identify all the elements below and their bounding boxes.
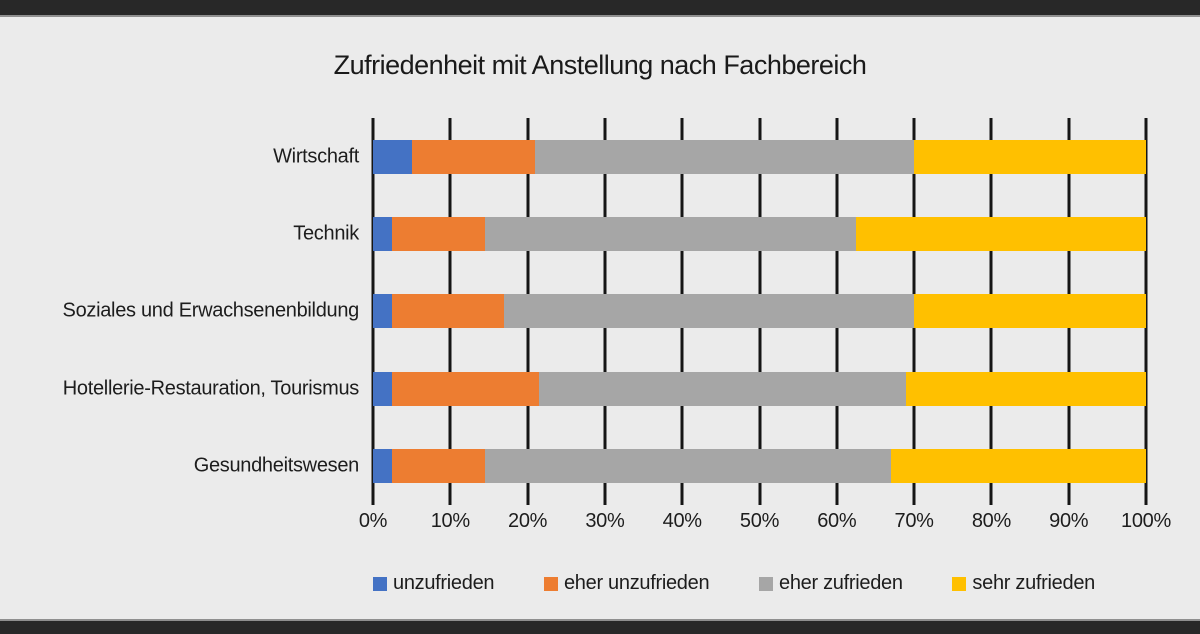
- bar-segment-unzufrieden: [373, 449, 393, 484]
- bar-segment-eher-zufrieden: [485, 217, 857, 252]
- x-tick-label-20: 20%: [508, 510, 548, 532]
- plot-area: Wirtschaft Technik Soziales und Erwachsene…: [63, 118, 1148, 505]
- bar-segment-unzufrieden: [373, 371, 393, 406]
- legend-label-eher-zufrieden: eher zufrieden: [779, 572, 903, 594]
- legend-label-unzufrieden: unzufrieden: [393, 572, 495, 594]
- bar-segment-sehr-zufrieden: [890, 449, 1146, 484]
- category-label-gesundheitswesen: Gesundheitswesen: [193, 454, 360, 477]
- stacked-bar-soziales-und-erwachsenenbildung: [373, 294, 1146, 329]
- legend-entry-eher-zufrieden: eher zufrieden: [759, 572, 903, 595]
- category-label-hotellerie-restauration-tourismus: Hotellerie-Restauration, Tourismus: [62, 377, 360, 400]
- x-tick-label-40: 40%: [662, 510, 702, 532]
- bar-row-gesundheitswesen: Gesundheitswesen: [194, 428, 1146, 505]
- x-axis: 0% 10% 20% 30% 40% 50% 60% 70% 80% 90% 100%: [359, 510, 1171, 538]
- bar-segment-eher-unzufrieden: [392, 371, 540, 406]
- legend-label-eher-unzufrieden: eher unzufrieden: [563, 572, 710, 594]
- x-tick-label-60: 60%: [817, 510, 857, 532]
- bar-segment-eher-zufrieden: [535, 139, 915, 174]
- category-label-technik: Technik: [293, 222, 359, 245]
- x-tick-label-70: 70%: [894, 510, 934, 532]
- bar-segment-eher-zufrieden: [504, 294, 915, 329]
- legend-swatch-sehr-zufrieden: [952, 576, 967, 591]
- x-tick-label-10: 10%: [430, 510, 470, 532]
- bar-segment-eher-zufrieden: [539, 371, 907, 406]
- legend-swatch-unzufrieden: [373, 576, 387, 591]
- stacked-bar-hotellerie-restauration-tourismus: [373, 371, 1146, 406]
- bar-segment-eher-zufrieden: [485, 449, 891, 484]
- x-tick-label-100: 100%: [1121, 510, 1171, 532]
- bar-row-technik: Technik: [293, 195, 1146, 272]
- stacked-bar-gesundheitswesen: [373, 449, 1146, 484]
- bar-segment-eher-unzufrieden: [392, 294, 505, 329]
- top-black-bar: [0, 0, 1200, 17]
- bar-segment-sehr-zufrieden: [914, 139, 1146, 174]
- legend-entry-sehr-zufrieden: sehr zufrieden: [952, 572, 1095, 595]
- bar-segment-unzufrieden: [373, 294, 393, 329]
- chart-title: Zufriedenheit mit Anstellung nach Fachbe…: [333, 50, 867, 80]
- bar-row-wirtschaft: Wirtschaft: [273, 118, 1146, 195]
- legend-swatch-eher-unzufrieden: [543, 576, 558, 591]
- legend-swatch-eher-zufrieden: [759, 576, 774, 591]
- bar-segment-sehr-zufrieden: [914, 294, 1146, 329]
- stacked-bar-technik: [373, 217, 1146, 252]
- x-tick-label-80: 80%: [971, 510, 1011, 532]
- legend-entry-eher-unzufrieden: eher unzufrieden: [543, 572, 710, 595]
- gridline: [1144, 118, 1148, 505]
- category-label-soziales-und-erwachsenenbildung: Soziales und Erwachsenenbildung: [62, 299, 360, 322]
- bar-segment-eher-unzufrieden: [392, 217, 486, 252]
- x-tick-label-30: 30%: [585, 510, 625, 532]
- bar-segment-eher-unzufrieden: [392, 449, 486, 484]
- stacked-bar-wirtschaft: [373, 139, 1146, 174]
- legend-label-sehr-zufrieden: sehr zufrieden: [972, 572, 1095, 594]
- bar-row-soziales-und-erwachsenenbildung: Soziales und Erwachsenenbildung: [63, 273, 1146, 350]
- bar-segment-eher-unzufrieden: [411, 139, 536, 174]
- bar-segment-unzufrieden: [373, 217, 393, 252]
- bar-segment-sehr-zufrieden: [906, 371, 1146, 406]
- x-tick-label-0: 0%: [358, 510, 388, 532]
- legend: unzufrieden eher unzufrieden eher zufriede…: [373, 572, 1095, 595]
- x-tick-label-90: 90%: [1049, 510, 1089, 532]
- category-label-wirtschaft: Wirtschaft: [273, 145, 359, 168]
- legend-entry-unzufrieden: unzufrieden: [373, 572, 495, 595]
- bar-segment-sehr-zufrieden: [856, 217, 1146, 252]
- bottom-black-bar: [0, 619, 1200, 634]
- x-tick-label-50: 50%: [739, 510, 780, 532]
- bar-row-hotellerie-restauration-tourismus: Hotellerie-Restauration, Tourismus: [63, 350, 1146, 427]
- bar-segment-unzufrieden: [373, 139, 412, 174]
